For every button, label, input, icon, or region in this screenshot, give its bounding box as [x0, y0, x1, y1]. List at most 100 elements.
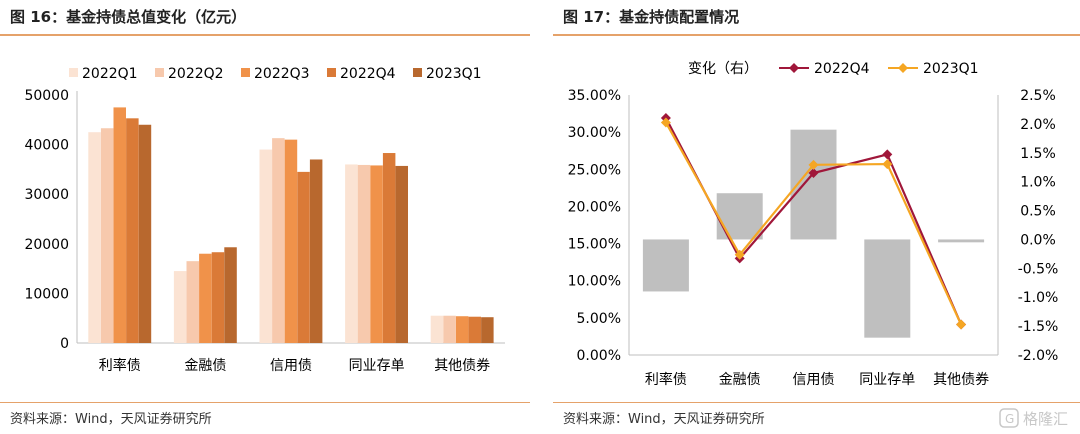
legend-label-2022Q3: 2022Q3 [254, 66, 310, 82]
bar-2022Q1-同业存单 [345, 164, 358, 343]
bar-2022Q4-利率债 [126, 118, 139, 343]
watermark-logo: G 格隆汇 [999, 408, 1068, 428]
right-y-tick-label: 2.0% [1020, 117, 1056, 133]
change-bar-其他债券 [938, 239, 985, 243]
right-y-tick-label: 2.5% [1020, 88, 1056, 104]
x-tick-label: 信用债 [793, 372, 835, 388]
point-2023Q1-利率债 [660, 117, 671, 128]
point-2023Q1-同业存单 [882, 159, 893, 170]
left-y-tick-label: 35.00% [568, 88, 621, 104]
left-y-tick-label: 20.00% [568, 199, 621, 215]
right-source-rule [553, 402, 1080, 403]
right-source-note: 资料来源：Wind，天风证券研究所 [563, 412, 765, 427]
right-y-tick-label: -2.0% [1018, 348, 1059, 364]
right-figure-title: 图 17：基金持债配置情况 [563, 8, 740, 26]
legend-label-2023Q1: 2023Q1 [426, 66, 482, 82]
left-y-tick-label: 0.00% [577, 348, 621, 364]
left-bar-chart: 2022Q1 2022Q2 2022Q3 2022Q4 2023Q1 0 10000 2000… [24, 66, 505, 374]
bar-2023Q1-金融债 [224, 247, 237, 343]
legend-swatch-2023Q1 [413, 68, 422, 77]
left-y-tick-label: 25.00% [568, 162, 621, 178]
legend-swatch-2022Q3 [241, 68, 250, 77]
right-figure-panel: 图 17：基金持债配置情况 变化（右） 2022Q4 2023Q1 0.00% 5.00… [553, 0, 1080, 434]
bar-2022Q4-同业存单 [382, 153, 396, 343]
legend-label-2022Q2: 2022Q2 [168, 66, 224, 82]
left-title-rule [0, 34, 530, 36]
bar-2022Q4-金融债 [211, 252, 225, 343]
x-tick-label: 同业存单 [349, 358, 405, 374]
legend-marker-2023Q1 [898, 63, 908, 73]
y-tick-label: 30000 [24, 187, 69, 203]
bar-2023Q1-利率债 [138, 124, 152, 343]
change-bar-同业存单 [864, 239, 911, 338]
right-y-tick-label: 1.0% [1020, 175, 1056, 191]
point-2022Q4-信用债 [808, 168, 819, 178]
x-tick-label: 金融债 [719, 372, 761, 388]
bar-2022Q3-同业存单 [370, 165, 383, 343]
left-y-tick-label: 30.00% [568, 125, 621, 141]
x-tick-label: 金融债 [184, 358, 226, 374]
left-y-tick-label: 5.00% [577, 311, 621, 327]
point-2022Q4-同业存单 [882, 149, 893, 160]
x-tick-label: 同业存单 [859, 372, 915, 388]
x-tick-label: 利率债 [99, 357, 141, 374]
y-tick-label: 40000 [24, 138, 69, 154]
y-tick-label: 0 [60, 336, 69, 352]
bar-2022Q4-信用债 [297, 171, 310, 343]
svg-text:G: G [1005, 412, 1014, 426]
left-y-tick-label: 10.00% [568, 274, 621, 290]
bar-2022Q1-金融债 [173, 271, 187, 343]
right-y-tick-label: -1.0% [1018, 290, 1059, 306]
bar-2023Q1-信用债 [309, 159, 323, 343]
y-tick-label: 50000 [24, 88, 69, 104]
legend-swatch-2022Q2 [155, 68, 164, 77]
change-bar-利率债 [642, 239, 689, 292]
legend-marker-2022Q4 [789, 63, 799, 73]
bar-2022Q1-信用债 [259, 149, 272, 343]
bar-2022Q1-其他债券 [430, 315, 444, 343]
left-y-tick-label: 15.00% [568, 237, 621, 253]
bar-2022Q2-信用债 [272, 138, 285, 343]
legend-label-change: 变化（右） [688, 61, 758, 77]
bar-2022Q2-金融债 [186, 261, 199, 343]
x-tick-label: 其他债券 [933, 372, 989, 388]
legend-label-2022Q4: 2022Q4 [814, 61, 870, 77]
bar-2022Q3-其他债券 [455, 316, 469, 343]
bar-2022Q4-其他债券 [468, 316, 481, 343]
bar-2022Q2-其他债券 [443, 315, 456, 343]
point-2023Q1-其他债券 [956, 319, 967, 330]
legend-swatch-2022Q4 [327, 68, 336, 77]
point-2023Q1-金融债 [734, 249, 745, 260]
legend-swatch-2022Q1 [69, 68, 78, 77]
x-tick-label: 其他债券 [434, 358, 490, 374]
y-tick-label: 20000 [24, 237, 69, 253]
bar-2022Q3-利率债 [113, 107, 126, 344]
left-figure-panel: 图 16：基金持债总值变化（亿元） 2022Q1 2022Q2 2022Q3 2022… [0, 0, 530, 434]
right-y-tick-label: 0.0% [1020, 232, 1056, 248]
left-source-rule [0, 402, 530, 403]
x-tick-label: 信用债 [270, 358, 312, 374]
bar-2022Q1-利率债 [88, 132, 101, 343]
y-tick-label: 10000 [24, 286, 69, 302]
legend-label-2023Q1: 2023Q1 [923, 61, 979, 77]
right-y-tick-label: 1.5% [1020, 146, 1056, 162]
right-combo-chart: 变化（右） 2022Q4 2023Q1 0.00% 5.00% 10.00% 15.00% 2… [568, 61, 1059, 388]
left-figure-title: 图 16：基金持债总值变化（亿元） [10, 8, 247, 26]
bar-2022Q2-利率债 [100, 128, 114, 343]
bar-2022Q3-信用债 [284, 139, 298, 343]
left-source-note: 资料来源：Wind，天风证券研究所 [10, 412, 212, 427]
bar-2023Q1-其他债券 [481, 317, 494, 343]
right-y-tick-label: -0.5% [1018, 261, 1059, 277]
change-bar-金融债 [716, 193, 763, 240]
x-tick-label: 利率债 [645, 371, 687, 388]
right-y-tick-label: -1.5% [1018, 319, 1059, 335]
bar-2023Q1-同业存单 [395, 165, 408, 343]
bar-2022Q3-金融债 [199, 253, 212, 343]
watermark-text: 格隆汇 [1023, 410, 1068, 428]
right-y-tick-label: 0.5% [1020, 204, 1056, 220]
point-2023Q1-信用债 [808, 159, 819, 170]
legend-label-2022Q4: 2022Q4 [340, 66, 396, 82]
bar-2022Q2-同业存单 [357, 164, 371, 343]
right-title-rule [553, 34, 1080, 36]
legend-label-2022Q1: 2022Q1 [82, 66, 138, 82]
